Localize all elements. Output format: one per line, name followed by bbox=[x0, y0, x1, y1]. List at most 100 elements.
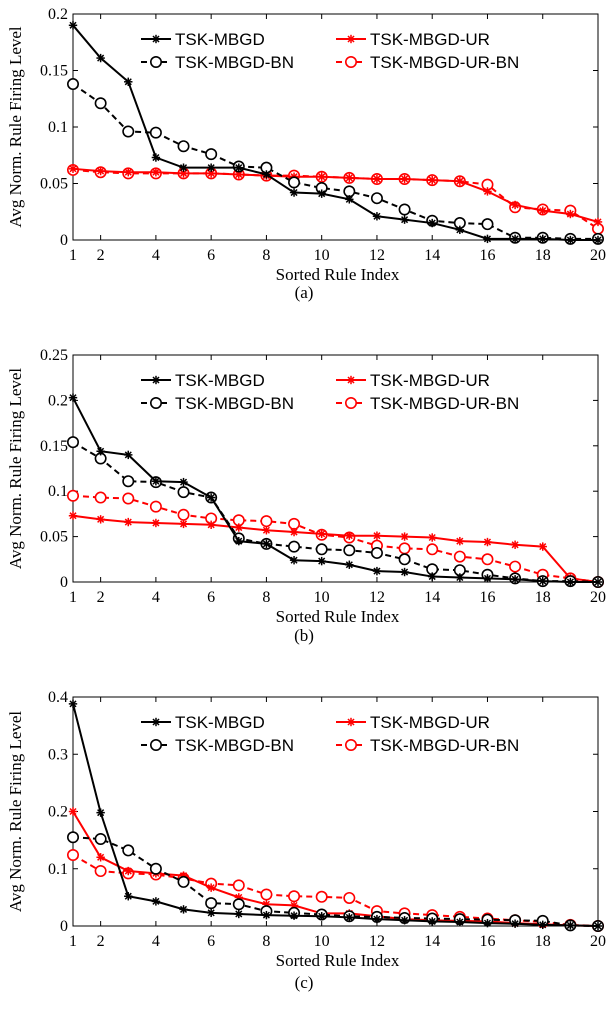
data-point bbox=[400, 215, 409, 224]
data-point bbox=[566, 921, 575, 930]
data-point bbox=[179, 905, 188, 914]
data-point bbox=[234, 909, 243, 919]
data-point bbox=[68, 807, 78, 816]
data-point bbox=[124, 892, 133, 901]
series-tsk-mbgd-ur-bn bbox=[67, 849, 604, 932]
data-point bbox=[593, 217, 603, 227]
legend-label: TSK-MBGD-BN bbox=[175, 53, 294, 72]
panel-caption: (a) bbox=[295, 283, 314, 302]
x-axis-label: Sorted Rule Index bbox=[276, 265, 400, 284]
data-point bbox=[481, 218, 494, 231]
x-tick-label: 18 bbox=[535, 589, 551, 606]
data-point bbox=[455, 536, 465, 546]
series-line bbox=[72, 514, 599, 583]
data-point bbox=[343, 185, 356, 198]
legend-label: TSK-MBGD-BN bbox=[175, 736, 294, 755]
legend-marker bbox=[344, 396, 357, 409]
data-point bbox=[67, 831, 80, 844]
data-point bbox=[94, 865, 107, 878]
legend: TSK-MBGD TSK-MBGD-UR TSK-MBGD-BN TSK-MBGD-U… bbox=[141, 713, 519, 755]
legend: TSK-MBGD TSK-MBGD-UR TSK-MBGD-BN TSK-MBGD-U… bbox=[141, 30, 519, 72]
data-point bbox=[345, 531, 354, 540]
data-point bbox=[94, 491, 107, 504]
data-point bbox=[124, 77, 133, 86]
x-tick-label: 16 bbox=[479, 933, 495, 950]
data-point bbox=[428, 175, 437, 185]
data-point bbox=[96, 447, 105, 456]
data-point bbox=[345, 173, 354, 183]
legend-marker bbox=[346, 717, 356, 727]
data-point bbox=[483, 918, 492, 928]
data-point bbox=[94, 97, 107, 110]
x-tick-label: 12 bbox=[369, 247, 385, 264]
data-point bbox=[151, 477, 161, 486]
data-point bbox=[317, 529, 326, 539]
data-point bbox=[122, 125, 135, 138]
series-tsk-mbgd bbox=[68, 393, 603, 587]
series-tsk-mbgd bbox=[68, 21, 603, 245]
data-point bbox=[400, 567, 409, 577]
plot-frame bbox=[72, 354, 599, 583]
data-point bbox=[289, 188, 299, 197]
data-point bbox=[317, 172, 326, 181]
legend-label: TSK-MBGD bbox=[175, 713, 265, 732]
data-point bbox=[96, 515, 105, 524]
x-tick-label: 20 bbox=[590, 589, 606, 606]
data-point bbox=[398, 203, 411, 216]
series-tsk-mbgd-bn bbox=[67, 436, 604, 588]
legend-label: TSK-MBGD-UR bbox=[370, 713, 490, 732]
legend-marker bbox=[344, 55, 357, 68]
x-tick-label: 1 bbox=[69, 247, 77, 264]
data-point bbox=[205, 148, 218, 161]
data-point bbox=[68, 21, 78, 30]
x-tick-label: 10 bbox=[314, 589, 330, 606]
data-point bbox=[206, 169, 216, 178]
legend-marker bbox=[346, 34, 356, 44]
x-tick-label: 6 bbox=[207, 589, 215, 606]
legend-label: TSK-MBGD-UR bbox=[370, 371, 490, 390]
x-tick-label: 16 bbox=[479, 247, 495, 264]
series-line bbox=[72, 168, 599, 230]
series-line bbox=[72, 167, 599, 223]
data-point bbox=[593, 921, 603, 931]
x-tick-label: 18 bbox=[535, 933, 551, 950]
data-point bbox=[483, 234, 492, 244]
data-point bbox=[68, 164, 78, 174]
data-point bbox=[96, 53, 105, 63]
x-tick-label: 14 bbox=[424, 933, 440, 950]
x-tick-label: 10 bbox=[314, 247, 330, 264]
y-axis-label: Avg Norm. Rule Firing Level bbox=[6, 26, 25, 228]
data-point bbox=[510, 919, 520, 928]
series-line bbox=[72, 441, 599, 583]
legend-label: TSK-MBGD-UR-BN bbox=[370, 394, 519, 413]
data-point bbox=[68, 393, 78, 402]
series-line bbox=[72, 83, 598, 240]
data-point bbox=[96, 853, 105, 862]
data-point bbox=[428, 917, 437, 926]
data-point bbox=[232, 898, 245, 911]
data-point bbox=[345, 195, 354, 204]
data-point bbox=[400, 532, 409, 541]
data-point bbox=[260, 888, 273, 901]
data-point bbox=[149, 500, 162, 513]
data-point bbox=[262, 170, 271, 179]
x-tick-label: 1 bbox=[69, 589, 77, 606]
data-point bbox=[370, 546, 383, 559]
y-tick-label: 0.1 bbox=[48, 861, 68, 878]
data-point bbox=[400, 916, 409, 925]
data-point bbox=[455, 573, 465, 582]
data-point bbox=[179, 169, 188, 178]
data-point bbox=[151, 897, 161, 906]
x-tick-label: 14 bbox=[424, 247, 440, 264]
data-point bbox=[289, 556, 299, 565]
data-point bbox=[177, 508, 190, 521]
data-point bbox=[428, 572, 437, 581]
legend-marker bbox=[344, 738, 357, 751]
x-tick-label: 20 bbox=[590, 933, 606, 950]
data-point bbox=[206, 520, 216, 529]
x-tick-label: 20 bbox=[590, 247, 606, 264]
y-tick-label: 0.05 bbox=[40, 529, 68, 546]
data-point bbox=[455, 177, 465, 186]
data-point bbox=[510, 575, 520, 584]
series-line bbox=[72, 397, 598, 583]
